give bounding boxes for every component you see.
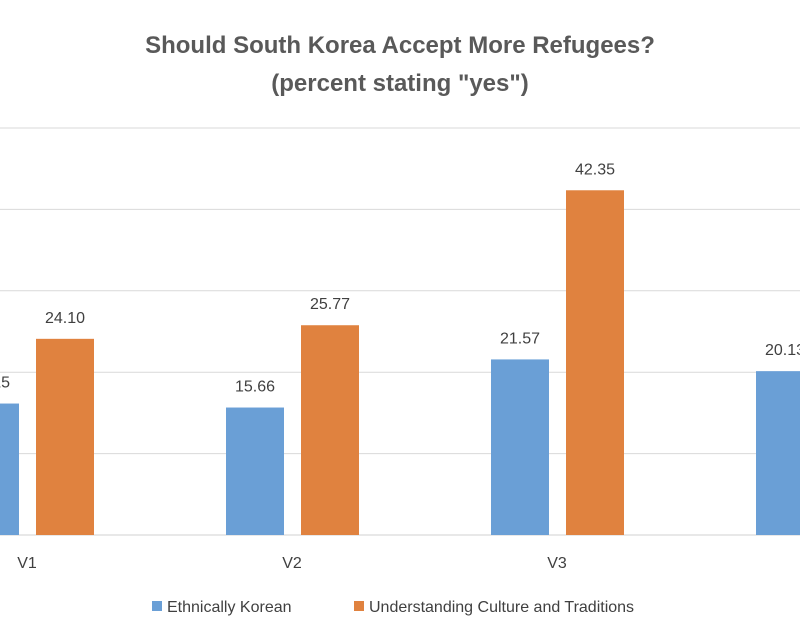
- bar: [0, 403, 19, 535]
- category-label: V3: [547, 555, 567, 572]
- data-label: 42.35: [575, 161, 615, 178]
- data-label: 20.13: [765, 342, 800, 359]
- legend-swatch: [354, 601, 364, 611]
- bar: [301, 325, 359, 535]
- data-label: 16.15: [0, 375, 10, 392]
- chart-title: Should South Korea Accept More Refugees?: [145, 32, 655, 59]
- data-label: 21.57: [500, 330, 540, 347]
- bar: [566, 190, 624, 535]
- data-label: 24.10: [45, 310, 85, 327]
- bar: [491, 359, 549, 535]
- bar: [756, 371, 800, 535]
- legend-label: Ethnically Korean: [167, 599, 292, 616]
- category-label: V2: [282, 555, 302, 572]
- data-label: 25.77: [310, 296, 350, 313]
- category-label: V1: [17, 555, 37, 572]
- bar: [226, 407, 284, 535]
- chart-subtitle: (percent stating "yes"): [271, 70, 528, 97]
- legend-label: Understanding Culture and Traditions: [369, 599, 634, 616]
- bar: [36, 338, 94, 535]
- legend-swatch: [152, 601, 162, 611]
- data-label: 15.66: [235, 379, 275, 396]
